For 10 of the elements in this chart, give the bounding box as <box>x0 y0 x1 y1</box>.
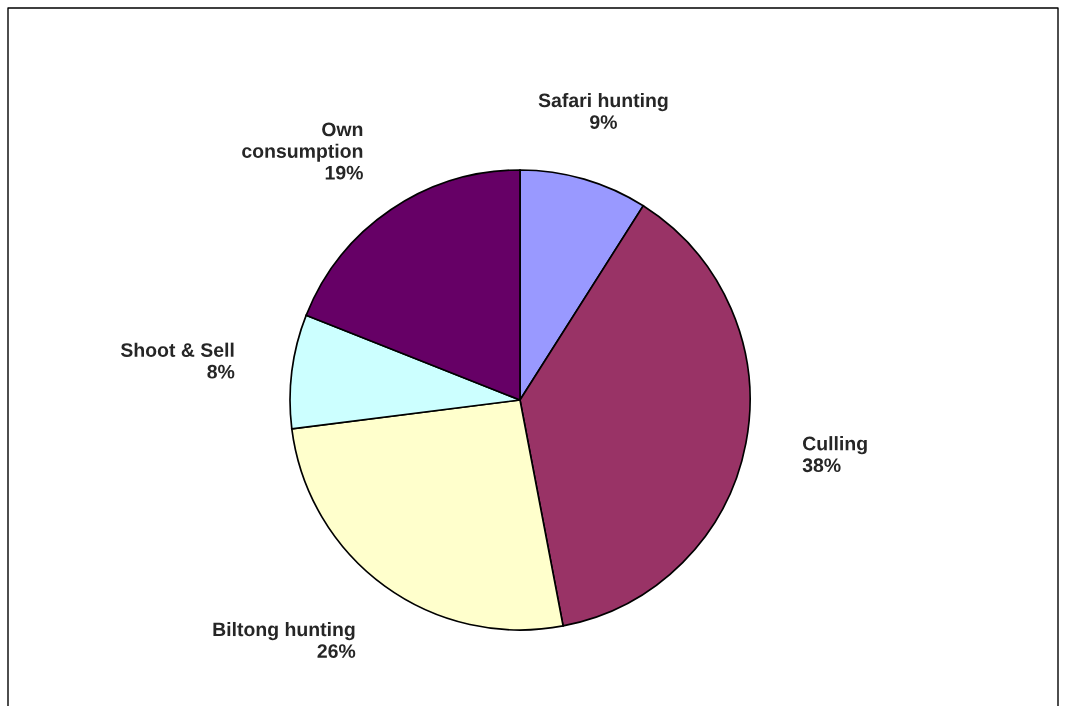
slice-label: Biltong hunting <box>213 621 355 641</box>
data-label: 8% <box>207 364 235 379</box>
slice-label: Shoot & Sell <box>120 342 234 357</box>
data-label: 19% <box>325 165 363 180</box>
slice-label: Own consumption <box>242 122 363 162</box>
data-label: 9% <box>590 115 617 129</box>
data-label: 38% <box>802 458 841 473</box>
slice-label: Culling <box>803 436 867 455</box>
slice-label: Safari hunting <box>538 92 668 112</box>
data-label: 26% <box>317 644 356 658</box>
